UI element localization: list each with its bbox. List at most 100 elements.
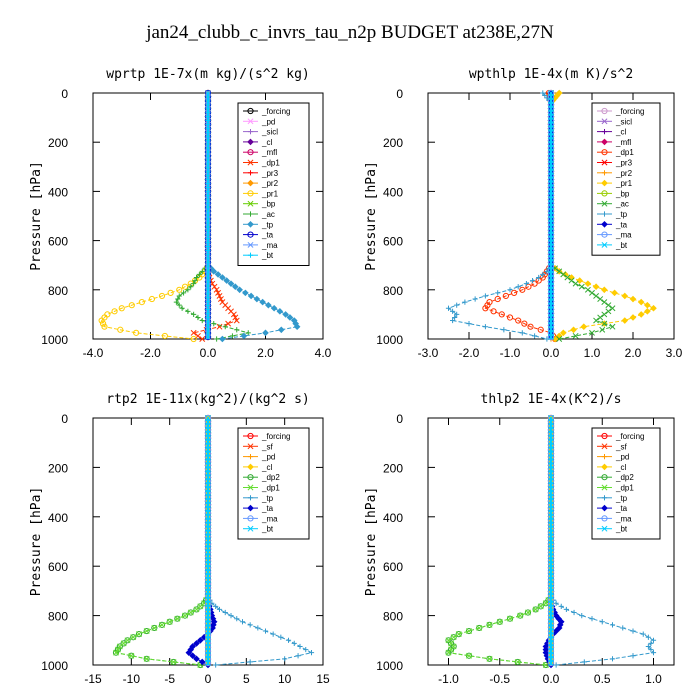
legend-marker	[601, 241, 608, 248]
data-point	[167, 289, 174, 296]
legend-marker	[601, 107, 608, 115]
data-point	[198, 658, 206, 666]
legend-entry: _dp2	[261, 473, 280, 482]
data-point	[580, 323, 588, 331]
legend-entry: _ma	[261, 514, 278, 523]
legend-entry: _dp1	[615, 148, 634, 157]
data-point	[592, 283, 600, 291]
data-point	[486, 621, 493, 628]
legend-marker	[247, 525, 254, 532]
data-point	[99, 320, 107, 327]
data-point	[214, 336, 220, 342]
legend-entry: _ta	[615, 504, 628, 513]
data-point	[629, 295, 637, 303]
legend-marker	[601, 220, 608, 228]
legend-marker	[601, 149, 608, 156]
data-point	[158, 621, 166, 628]
x-tick-label: -4.0	[83, 346, 104, 360]
data-point	[213, 662, 219, 668]
data-point	[278, 326, 285, 334]
data-point	[629, 314, 637, 321]
y-tick-label: 800	[383, 284, 403, 298]
data-point	[191, 311, 197, 317]
data-point	[166, 618, 173, 625]
data-point	[205, 660, 211, 666]
main-title: jan24_clubb_c_invrs_tau_n2p BUDGET at238…	[146, 22, 554, 43]
data-point	[262, 628, 269, 634]
data-point	[466, 321, 472, 327]
data-point	[114, 646, 122, 653]
legend-marker	[247, 484, 254, 491]
data-point	[645, 643, 651, 650]
data-point	[230, 311, 237, 318]
legend-entry: _forcing	[261, 432, 290, 441]
data-point	[229, 333, 236, 339]
data-point	[276, 308, 284, 315]
legend-entry: _pr2	[615, 169, 633, 178]
legend-entry: _forcing	[261, 107, 290, 116]
data-point	[98, 317, 105, 324]
data-point	[227, 280, 235, 287]
y-axis-label: Pressure [hPa]	[364, 161, 379, 271]
series-dp1	[190, 90, 240, 342]
data-point	[185, 649, 193, 656]
legend-entry: _tp	[261, 220, 274, 229]
legend-marker	[601, 504, 608, 512]
y-tick-label: 200	[383, 136, 403, 150]
data-point	[193, 606, 200, 613]
data-point	[578, 283, 585, 290]
legend-marker	[601, 138, 608, 146]
legend-entry: _dp1	[261, 159, 280, 168]
legend-entry: _cl	[261, 138, 272, 147]
legend-marker	[601, 200, 608, 207]
data-point	[521, 320, 528, 327]
legend-marker	[601, 159, 608, 166]
legend-entry: _tp	[615, 494, 628, 503]
legend-marker	[601, 170, 608, 176]
data-point	[143, 655, 150, 662]
x-tick-label: 1.0	[584, 346, 601, 360]
legend-entry: _tp	[615, 210, 628, 219]
data-point	[253, 295, 261, 303]
data-point	[486, 299, 493, 306]
data-point	[187, 609, 194, 616]
legend-entry: _ac	[261, 210, 275, 219]
x-tick-label: -1.0	[500, 346, 521, 360]
panel-title: wpthlp 1E-4x(m K)/s^2	[469, 67, 633, 82]
data-point	[234, 327, 240, 333]
x-tick-label: -3.0	[418, 346, 439, 360]
y-tick-label: 1000	[41, 659, 68, 673]
data-point	[217, 296, 224, 302]
data-point	[648, 646, 654, 653]
data-point	[124, 637, 131, 644]
data-point	[445, 305, 452, 311]
data-point	[197, 603, 204, 610]
legend: _forcing_sicl _cl_mfl_dp1 _pr3_pr2_pr1_bp _…	[591, 102, 661, 256]
legend-entry: _pr3	[615, 159, 633, 168]
data-point	[185, 287, 191, 293]
data-point	[548, 660, 554, 666]
legend-entry: _dp2	[615, 473, 634, 482]
legend-entry: _bt	[615, 525, 628, 534]
series-dp2	[112, 414, 212, 669]
legend-entry: _pr3	[261, 169, 279, 178]
legend-marker	[601, 463, 608, 471]
data-point	[455, 631, 462, 638]
data-point	[176, 286, 183, 293]
series-tp	[445, 90, 554, 342]
legend-marker	[601, 211, 608, 217]
x-tick-label: -1.0	[438, 672, 459, 686]
legend-entry: _ta	[615, 220, 628, 229]
data-point	[117, 326, 124, 333]
legend-marker	[247, 231, 254, 238]
x-tick-label: 4.0	[315, 346, 332, 360]
data-point	[297, 643, 303, 650]
data-point	[181, 283, 189, 290]
data-point	[170, 658, 177, 665]
data-point	[563, 606, 569, 613]
data-point	[630, 628, 636, 634]
legend-entry: _forcing	[615, 432, 644, 441]
legend-marker	[247, 495, 254, 501]
legend-box	[591, 102, 661, 256]
data-point	[621, 317, 629, 324]
